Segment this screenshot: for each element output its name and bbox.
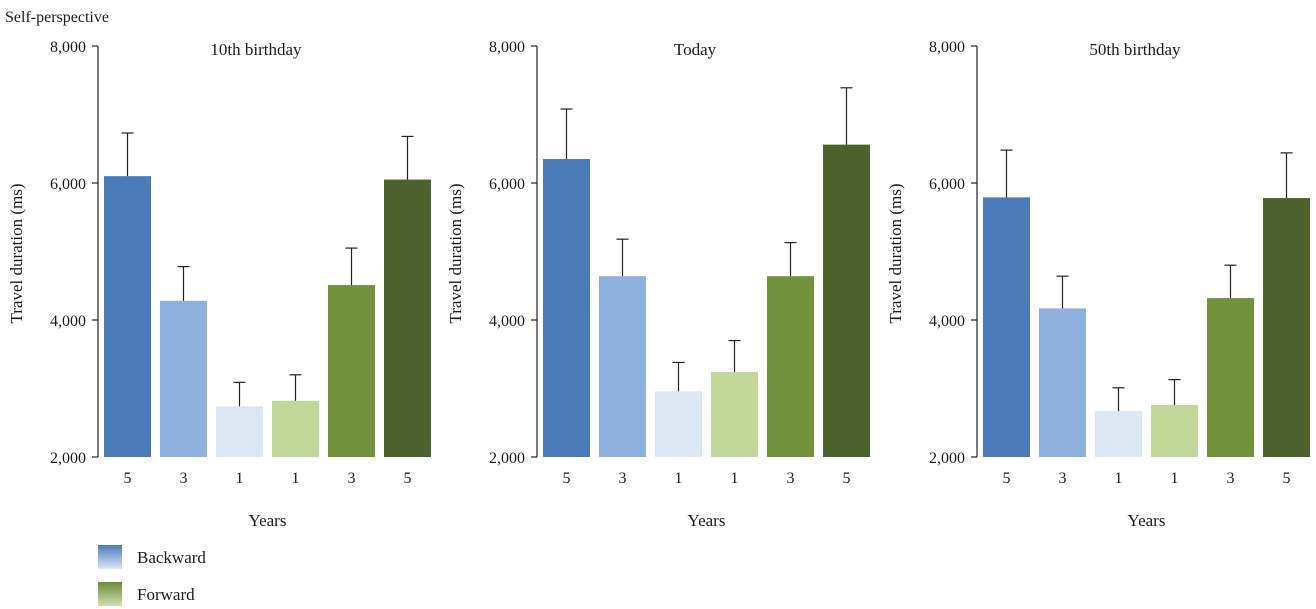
legend: Backward Forward bbox=[98, 545, 206, 606]
bar bbox=[543, 159, 590, 457]
y-tick-label: 4,000 bbox=[929, 313, 965, 330]
legend-item-backward: Backward bbox=[98, 545, 206, 569]
y-tick-label: 6,000 bbox=[489, 176, 525, 193]
x-axis-label: Years bbox=[1128, 511, 1166, 530]
bar bbox=[272, 400, 319, 457]
y-tick-label: 4,000 bbox=[489, 313, 525, 330]
x-tick-label: 3 bbox=[1059, 470, 1067, 487]
panel-title: 10th birthday bbox=[210, 40, 302, 59]
x-tick-label: 1 bbox=[236, 470, 244, 487]
x-axis-label: Years bbox=[249, 511, 287, 530]
x-tick-label: 3 bbox=[787, 470, 795, 487]
legend-swatch-forward bbox=[98, 582, 122, 606]
y-axis-label: Travel duration (ms) bbox=[886, 183, 905, 323]
bar bbox=[711, 372, 758, 457]
x-tick-label: 5 bbox=[563, 470, 571, 487]
x-tick-label: 3 bbox=[619, 470, 627, 487]
bar bbox=[1207, 298, 1254, 457]
x-axis-label: Years bbox=[688, 511, 726, 530]
bar bbox=[767, 276, 814, 457]
bar bbox=[216, 406, 263, 457]
bar bbox=[160, 300, 207, 457]
x-tick-label: 3 bbox=[348, 470, 356, 487]
bar bbox=[104, 176, 151, 457]
figure-heading: Self-perspective bbox=[5, 9, 109, 26]
y-tick-label: 2,000 bbox=[929, 450, 965, 467]
panel-title: 50th birthday bbox=[1089, 40, 1181, 59]
bar bbox=[1039, 308, 1086, 457]
y-tick-label: 8,000 bbox=[929, 39, 965, 56]
y-tick-label: 4,000 bbox=[50, 313, 86, 330]
x-tick-label: 1 bbox=[731, 470, 739, 487]
bar bbox=[983, 197, 1030, 457]
y-tick-label: 6,000 bbox=[929, 176, 965, 193]
chart-panel: 2,000 4,000 6,000 8,000 Travel duration (ms)… bbox=[886, 39, 1310, 530]
y-tick-label: 2,000 bbox=[50, 450, 86, 467]
x-tick-label: 1 bbox=[1115, 470, 1123, 487]
legend-label-forward: Forward bbox=[137, 585, 195, 604]
x-tick-label: 5 bbox=[1283, 470, 1291, 487]
bar bbox=[599, 276, 646, 457]
x-tick-label: 3 bbox=[180, 470, 188, 487]
legend-swatch-backward bbox=[98, 545, 122, 569]
x-tick-label: 5 bbox=[1003, 470, 1011, 487]
x-tick-label: 1 bbox=[292, 470, 300, 487]
bar bbox=[328, 285, 375, 457]
y-tick-label: 8,000 bbox=[50, 39, 86, 56]
y-tick-label: 8,000 bbox=[489, 39, 525, 56]
bar bbox=[384, 179, 431, 457]
chart-panel: 2,000 4,000 6,000 8,000 Travel duration (ms)… bbox=[446, 39, 870, 530]
x-tick-label: 1 bbox=[675, 470, 683, 487]
legend-label-backward: Backward bbox=[137, 548, 206, 567]
chart-panel: 2,000 4,000 6,000 8,000 Travel duration (ms)… bbox=[7, 39, 431, 530]
bar bbox=[1095, 411, 1142, 457]
bar bbox=[1151, 404, 1198, 457]
y-axis-label: Travel duration (ms) bbox=[7, 183, 26, 323]
x-tick-label: 5 bbox=[124, 470, 132, 487]
x-tick-label: 1 bbox=[1171, 470, 1179, 487]
x-tick-label: 5 bbox=[404, 470, 412, 487]
x-tick-label: 3 bbox=[1227, 470, 1235, 487]
panel-title: Today bbox=[674, 40, 717, 59]
y-axis-label: Travel duration (ms) bbox=[446, 183, 465, 323]
bar bbox=[655, 391, 702, 457]
y-tick-label: 6,000 bbox=[50, 176, 86, 193]
x-tick-label: 5 bbox=[843, 470, 851, 487]
bar bbox=[823, 144, 870, 457]
y-tick-label: 2,000 bbox=[489, 450, 525, 467]
chart-panels: 2,000 4,000 6,000 8,000 Travel duration (ms)… bbox=[7, 39, 1310, 530]
legend-item-forward: Forward bbox=[98, 582, 195, 606]
bar bbox=[1263, 198, 1310, 457]
